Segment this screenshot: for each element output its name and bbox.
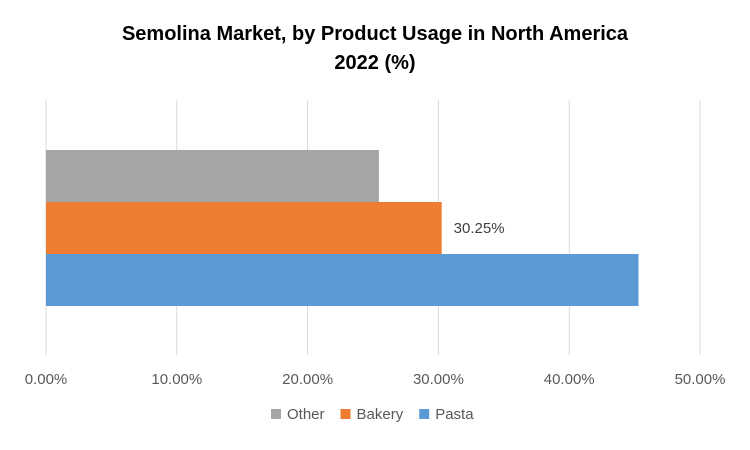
chart-title-line-2: 2022 (%) bbox=[334, 52, 415, 74]
legend-label-pasta: Pasta bbox=[435, 406, 474, 423]
bar-bakery bbox=[46, 202, 442, 254]
chart-title-line-1: Semolina Market, by Product Usage in Nor… bbox=[122, 23, 629, 45]
data-labels: 30.25% bbox=[454, 220, 505, 237]
legend-label-bakery: Bakery bbox=[357, 406, 404, 423]
legend-swatch-other bbox=[271, 409, 281, 419]
bar-pasta bbox=[46, 254, 639, 306]
legend: Other Bakery Pasta bbox=[271, 406, 474, 423]
bars bbox=[46, 150, 639, 306]
legend-label-other: Other bbox=[287, 406, 325, 423]
legend-swatch-bakery bbox=[340, 409, 351, 419]
x-tick-label: 10.00% bbox=[151, 371, 202, 388]
x-tick-label: 30.00% bbox=[413, 371, 464, 388]
x-tick-label: 0.00% bbox=[25, 371, 68, 388]
x-tick-label: 50.00% bbox=[675, 371, 726, 388]
data-label-bakery: 30.25% bbox=[454, 220, 505, 237]
x-axis-ticks: 0.00% 10.00% 20.00% 30.00% 40.00% 50.00% bbox=[25, 371, 726, 388]
x-tick-label: 20.00% bbox=[282, 371, 333, 388]
x-tick-label: 40.00% bbox=[544, 371, 595, 388]
legend-swatch-pasta bbox=[419, 409, 430, 419]
bar-other bbox=[46, 150, 379, 202]
